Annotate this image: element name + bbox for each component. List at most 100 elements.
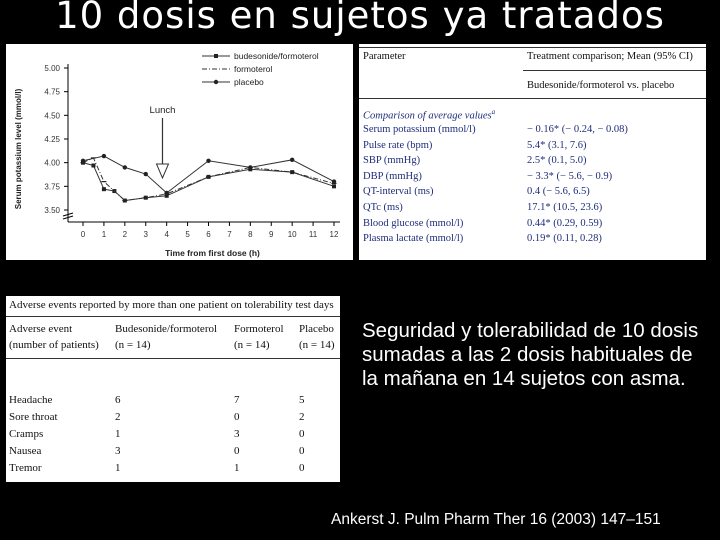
y-axis-label: Serum potassium level (mmol/l) xyxy=(14,88,23,209)
y-tick-label: 4.25 xyxy=(44,135,60,144)
y-tick-label: 5.00 xyxy=(44,64,60,73)
y-tick-label: 3.75 xyxy=(44,182,60,191)
param-name: Blood glucose (mmol/l) xyxy=(363,217,464,229)
data-point xyxy=(289,157,295,163)
y-tick-label: 3.50 xyxy=(44,206,60,215)
ae-count: 2 xyxy=(115,411,121,423)
legend-label: formoterol xyxy=(234,64,272,74)
data-point xyxy=(122,165,128,170)
ae-column-header: (n = 14) xyxy=(299,339,335,351)
legend-label: budesonide/formoterol xyxy=(234,51,319,61)
adverse-events-table: Adverse events reported by more than one… xyxy=(6,296,340,482)
param-name: QT-interval (ms) xyxy=(363,186,434,198)
x-tick-label: 4 xyxy=(164,230,169,239)
x-tick-label: 12 xyxy=(330,230,339,239)
lunch-arrow-head xyxy=(155,163,170,180)
param-value: − 3.3* (− 5.6, − 0.9) xyxy=(527,170,613,182)
ae-count: 1 xyxy=(234,462,240,474)
param-value: 0.4 (− 5.6, 6.5) xyxy=(527,186,590,198)
x-tick-label: 11 xyxy=(309,230,318,239)
ae-count: 3 xyxy=(115,445,121,457)
param-value: − 0.16* (− 0.24, − 0.08) xyxy=(527,124,628,135)
data-point xyxy=(248,165,253,170)
ae-count: 0 xyxy=(299,462,305,474)
ae-column-header: Budesonide/formoterol xyxy=(115,323,218,335)
param-name: Plasma lactate (mmol/l) xyxy=(363,233,464,245)
treatment-col-header: Treatment comparison; Mean (95% CI) xyxy=(527,51,693,62)
x-tick-label: 0 xyxy=(81,230,86,239)
y-tick-label: 4.00 xyxy=(44,159,60,168)
lunch-annotation: Lunch xyxy=(150,105,176,116)
x-tick-label: 9 xyxy=(269,230,274,239)
ae-count: 0 xyxy=(234,411,240,423)
ae-column-header: (n = 14) xyxy=(234,339,270,351)
ae-count: 1 xyxy=(115,462,121,474)
series-line-1 xyxy=(82,162,335,202)
param-name: Serum potassium (mmol/l) xyxy=(363,124,476,135)
x-tick-label: 3 xyxy=(144,230,149,239)
ae-column-header: Placebo xyxy=(299,323,334,335)
x-tick-label: 1 xyxy=(102,230,107,239)
ae-count: 2 xyxy=(299,411,305,423)
param-value: 17.1* (10.5, 23.6) xyxy=(527,202,603,213)
x-tick-label: 8 xyxy=(248,230,253,239)
x-tick-label: 10 xyxy=(288,230,297,239)
param-col-header: Parameter xyxy=(363,51,406,62)
ae-event-name: Cramps xyxy=(9,428,44,440)
slide-title: 10 dosis en sujetos ya tratados xyxy=(55,0,665,37)
x-tick-label: 5 xyxy=(185,230,190,239)
potassium-chart: 5.004.754.504.254.003.753.500 1 2 3 4 5 6 7 8 9 10… xyxy=(14,51,340,258)
param-name: QTc (ms) xyxy=(363,202,403,213)
data-point xyxy=(331,179,337,184)
legend-label: placebo xyxy=(234,77,264,87)
description-text: Seguridad y tolerabilidad de 10 dosis su… xyxy=(362,319,699,390)
x-tick-label: 7 xyxy=(227,230,232,239)
ae-count: 3 xyxy=(234,428,240,440)
data-point xyxy=(91,163,96,168)
ae-count: 0 xyxy=(299,428,305,440)
ae-column-header: (n = 14) xyxy=(115,339,151,351)
ae-column-header: Formoterol xyxy=(234,323,284,335)
axis-break-mark xyxy=(62,215,74,220)
ae-event-name: Sore throat xyxy=(9,411,58,423)
data-point xyxy=(80,158,86,163)
param-value: 0.19* (0.11, 0.28) xyxy=(527,233,602,245)
citation: Ankerst J. Pulm Pharm Ther 16 (2003) 147… xyxy=(331,511,661,528)
y-tick-label: 4.50 xyxy=(44,111,60,120)
param-name: SBP (mmHg) xyxy=(363,155,421,167)
param-value: 0.44* (0.29, 0.59) xyxy=(527,217,603,229)
ae-count: 6 xyxy=(115,394,121,406)
x-axis-label: Time from first dose (h) xyxy=(165,248,260,258)
ae-column-header: (number of patients) xyxy=(9,339,99,351)
ae-event-name: Headache xyxy=(9,394,53,406)
ae-count: 0 xyxy=(299,445,305,457)
ae-count: 0 xyxy=(234,445,240,457)
data-point xyxy=(143,171,148,177)
data-point xyxy=(164,190,169,196)
parameter-comparison-table: Parameter Treatment comparison; Mean (95… xyxy=(359,44,706,260)
param-name: Pulse rate (bpm) xyxy=(363,139,433,151)
potassium-chart-panel: 5.00 4.75 4.50 4.25 4.00 3.75 3.50 0 1 2 3 4 5 6 7 8 9 10… xyxy=(6,44,353,260)
ae-count: 5 xyxy=(299,394,305,406)
param-value: 5.4* (3.1, 7.6) xyxy=(527,139,587,151)
ae-column-header: Adverse event xyxy=(9,323,73,335)
data-point xyxy=(101,187,106,192)
param-value: 2.5* (0.1, 5.0) xyxy=(527,155,587,167)
axis-break-mark xyxy=(62,212,74,217)
ae-event-name: Tremor xyxy=(9,462,42,474)
data-point xyxy=(164,193,169,198)
ae-event-name: Nausea xyxy=(9,445,42,457)
x-tick-label: 2 xyxy=(123,230,128,239)
ae-count: 1 xyxy=(115,428,121,440)
y-tick-label: 4.75 xyxy=(44,88,60,97)
section-label: Comparison of average valuesa xyxy=(363,108,496,122)
ae-count: 7 xyxy=(234,394,240,406)
series-line-2 xyxy=(82,157,335,202)
treatment-subheader: Budesonide/formoterol vs. placebo xyxy=(527,80,675,91)
param-name: DBP (mmHg) xyxy=(363,170,422,182)
x-tick-label: 6 xyxy=(206,230,211,239)
data-point xyxy=(206,158,211,163)
data-point xyxy=(101,153,107,159)
data-point xyxy=(332,184,336,189)
legend-marker xyxy=(214,54,218,58)
